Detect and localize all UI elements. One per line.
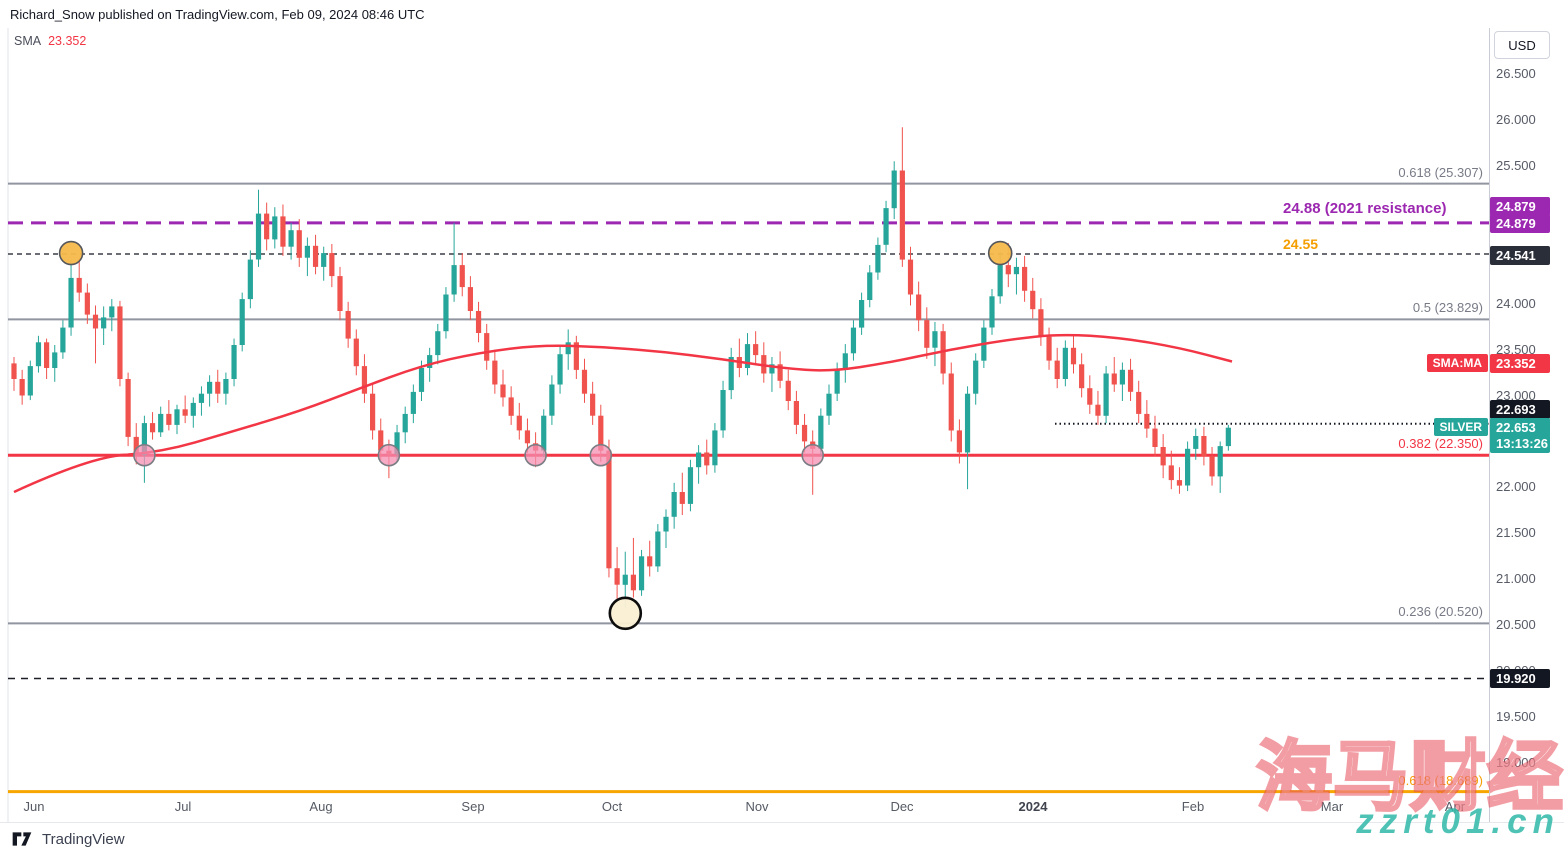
- price-tick: 22.000: [1496, 479, 1536, 494]
- axis-price-label: 13:13:26: [1490, 434, 1550, 453]
- axis-price-label: 22.653: [1490, 418, 1550, 437]
- time-tick-sep: Sep: [461, 799, 485, 814]
- indicator-legend[interactable]: SMA 23.352: [14, 34, 86, 48]
- fib-level-label: 0.382 (22.350): [1398, 436, 1483, 451]
- cream-circle-marker[interactable]: [608, 596, 643, 631]
- axis-price-label: 24.879: [1490, 197, 1550, 216]
- footer-divider: [0, 822, 1564, 823]
- price-tick: 19.500: [1496, 709, 1536, 724]
- pink-circle-marker[interactable]: [524, 443, 547, 467]
- axis-price-label: 24.541: [1490, 246, 1550, 265]
- currency-toggle-button[interactable]: USD: [1494, 31, 1550, 59]
- time-tick-jul: Jul: [174, 799, 192, 814]
- footer: TradingView: [0, 823, 1564, 857]
- time-tick-jun: Jun: [23, 799, 45, 814]
- fib-level-label: 0.236 (20.520): [1398, 604, 1483, 619]
- price-tick: 20.500: [1496, 617, 1536, 632]
- level-annotation-2455: 24.55: [1283, 236, 1319, 252]
- fib-level-label: 0.618 (25.307): [1398, 165, 1483, 180]
- orange-circle-marker[interactable]: [987, 240, 1013, 266]
- time-tick-mar: Mar: [1320, 799, 1344, 814]
- time-tick-aug: Aug: [309, 799, 333, 814]
- sma-line: [13, 333, 1233, 494]
- indicator-value: 23.352: [48, 34, 87, 48]
- price-tick: 26.500: [1496, 66, 1536, 81]
- axis-price-label: 22.693: [1490, 400, 1550, 419]
- axis-price-label: 23.352: [1490, 354, 1550, 373]
- indicator-name: SMA: [14, 34, 42, 48]
- fib-level-label: 0.5 (23.829): [1412, 300, 1483, 315]
- time-tick-oct: Oct: [601, 799, 623, 814]
- candlestick-series: [11, 127, 1231, 608]
- fib-level-label: 0.618 (18.689): [1398, 773, 1483, 788]
- time-tick-feb: Feb: [1181, 799, 1205, 814]
- pink-circle-marker[interactable]: [133, 443, 156, 467]
- axis-price-label: 19.920: [1490, 669, 1550, 688]
- price-tick: 19.000: [1496, 755, 1536, 770]
- price-tick: 23.000: [1496, 388, 1536, 403]
- publish-attribution: Richard_Snow published on TradingView.co…: [10, 7, 425, 22]
- price-tick: 21.500: [1496, 525, 1536, 540]
- time-tick-2024: 2024: [1018, 799, 1048, 814]
- series-tag-silver: SILVER: [1433, 418, 1488, 436]
- price-tick: 25.500: [1496, 158, 1536, 173]
- price-tick: 26.000: [1496, 112, 1536, 127]
- price-tick: 23.500: [1496, 342, 1536, 357]
- orange-circle-marker[interactable]: [58, 240, 84, 266]
- time-tick-dec: Dec: [890, 799, 914, 814]
- series-tag-smama: SMA:MA: [1426, 354, 1488, 372]
- pink-circle-marker[interactable]: [377, 443, 401, 467]
- resistance-annotation: 24.88 (2021 resistance): [1283, 200, 1447, 217]
- tradingview-brand[interactable]: TradingView: [42, 831, 125, 848]
- price-tick: 21.000: [1496, 571, 1536, 586]
- pink-circle-marker[interactable]: [589, 443, 613, 467]
- tradingview-logo-icon[interactable]: [12, 831, 36, 847]
- pink-circle-marker[interactable]: [801, 443, 825, 467]
- axis-price-label: 24.879: [1490, 214, 1550, 233]
- time-tick-nov: Nov: [745, 799, 769, 814]
- time-tick-apr: Apr: [1444, 799, 1466, 814]
- price-tick: 24.000: [1496, 296, 1536, 311]
